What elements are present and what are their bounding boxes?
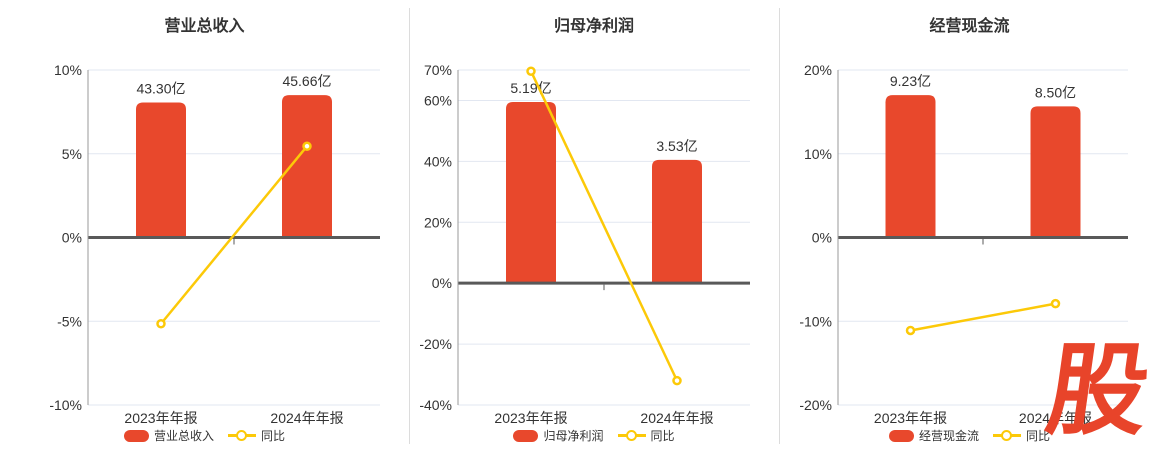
panel-revenue: 营业总收入 营业总收入 同比 (0, 0, 409, 450)
x-axis-label: 2023年年报 (494, 410, 567, 426)
bar-series-swatch-icon (123, 429, 149, 442)
panel-divider (409, 8, 410, 444)
legend-net-profit: 归母净利润 同比 (409, 427, 779, 444)
legend-item-bar-series[interactable]: 经营现金流 (888, 427, 979, 444)
x-axis-label: 2023年年报 (874, 410, 947, 426)
legend-revenue: 营业总收入 同比 (0, 427, 409, 444)
x-axis-label: 2024年年报 (1019, 410, 1092, 426)
legend-label: 同比 (1026, 429, 1051, 443)
bar-value-label: 9.23亿 (890, 73, 931, 89)
bar-2024年年报 (1030, 106, 1081, 238)
x-axis-label: 2024年年报 (270, 410, 343, 426)
yoy-point (672, 375, 682, 386)
yoy-line (910, 302, 1056, 332)
y-axis-tick-label: 20% (424, 214, 452, 230)
y-axis-tick-label: 5% (62, 146, 82, 162)
y-axis-tick-label: -10% (49, 397, 82, 413)
x-axis-label: 2023年年报 (124, 410, 197, 426)
chart-title-cash-flow: 经营现金流 (929, 18, 1010, 35)
bar-2023年年报 (885, 95, 936, 238)
legend-label: 归母净利润 (543, 429, 604, 443)
panel-net-profit: 归母净利润 归母净利润 同比 (409, 0, 779, 450)
bar-2023年年报 (506, 101, 556, 284)
bar-2024年年报 (652, 159, 702, 284)
y-axis-tick-label: 70% (424, 62, 452, 78)
line-series-marker-icon (617, 429, 646, 443)
legend-item-line-series[interactable]: 同比 (617, 427, 675, 444)
yoy-point (526, 66, 536, 76)
y-axis-tick-label: -20% (419, 336, 452, 352)
y-axis-tick-label: 10% (804, 146, 832, 162)
y-axis-tick-label: -10% (799, 313, 832, 329)
yoy-line (160, 145, 308, 325)
bar-2024年年报 (282, 95, 332, 238)
y-axis-tick-label: -40% (419, 397, 452, 413)
yoy-point (1050, 298, 1061, 309)
bar-series-swatch-icon (513, 429, 539, 442)
bar-value-label: 45.66亿 (282, 73, 331, 89)
chart-title-net-profit: 归母净利润 (553, 18, 634, 35)
y-axis-tick-label: -20% (799, 397, 832, 413)
line-series-marker-icon (993, 429, 1021, 443)
legend-cash-flow: 经营现金流 同比 (779, 427, 1160, 444)
bar-value-label: 3.53亿 (656, 138, 697, 154)
bar-value-label: 8.50亿 (1035, 84, 1076, 100)
y-axis-tick-label: 0% (62, 230, 82, 246)
y-axis-tick-label: -5% (57, 313, 82, 329)
legend-label: 同比 (650, 429, 675, 443)
legend-label: 同比 (261, 429, 286, 443)
legend-label: 经营现金流 (918, 429, 979, 443)
bar-value-label: 43.30亿 (136, 80, 185, 96)
line-series-marker-icon (228, 429, 256, 443)
bar-series-swatch-icon (888, 429, 914, 442)
chart-title-revenue: 营业总收入 (164, 18, 245, 35)
y-axis-tick-label: 10% (54, 62, 82, 78)
legend-label: 营业总收入 (153, 429, 214, 443)
x-axis-label: 2024年年报 (640, 410, 713, 426)
y-axis-tick-label: 0% (432, 275, 452, 291)
yoy-point (156, 319, 166, 329)
panel-cash-flow: 经营现金流 经营现金流 同比 (779, 0, 1160, 450)
legend-item-line-series[interactable]: 同比 (228, 427, 285, 444)
yoy-point (905, 325, 916, 336)
y-axis-tick-label: 40% (424, 153, 452, 169)
legend-item-line-series[interactable]: 同比 (993, 427, 1050, 444)
y-axis-tick-label: 60% (424, 92, 452, 108)
panel-divider (779, 8, 780, 444)
yoy-point (302, 141, 312, 151)
y-axis-tick-label: 0% (812, 230, 832, 246)
legend-item-bar-series[interactable]: 营业总收入 (123, 427, 214, 444)
bar-2023年年报 (136, 102, 186, 238)
y-axis-tick-label: 20% (804, 62, 832, 78)
legend-item-bar-series[interactable]: 归母净利润 (513, 427, 604, 444)
yoy-line (529, 70, 679, 382)
